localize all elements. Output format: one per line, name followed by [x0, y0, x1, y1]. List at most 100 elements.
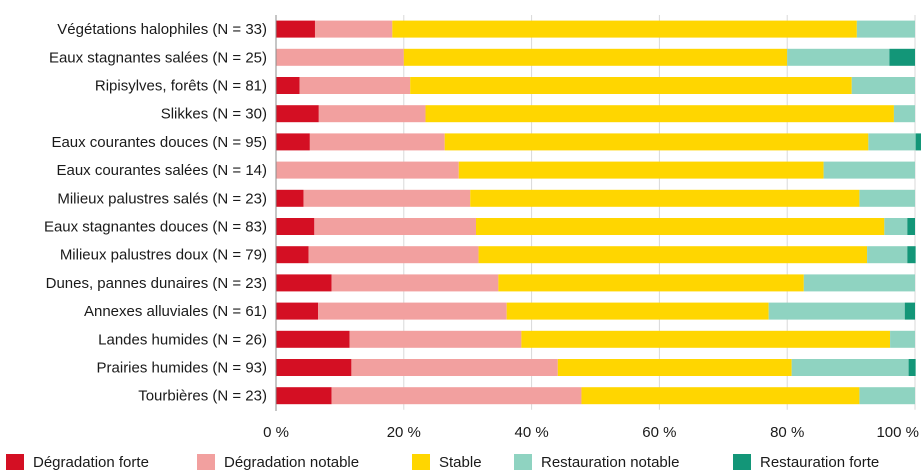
legend-item-degradation-forte: Dégradation forte — [6, 449, 149, 475]
category-label: Landes humides (N = 26) — [98, 331, 267, 348]
bar-segment-degradation-notable — [314, 20, 393, 38]
bar-segment-degradation-forte — [276, 359, 352, 376]
x-tick-label: 60 % — [642, 424, 676, 441]
bar-segment-stable — [444, 133, 869, 151]
bar-segment-degradation-forte — [276, 105, 319, 123]
bar-segment-restauration-notable — [803, 274, 915, 292]
bar-segment-stable — [458, 161, 824, 179]
legend: Dégradation forte Dégradation notable St… — [0, 449, 921, 475]
category-label: Milieux palustres doux (N = 79) — [60, 247, 267, 264]
category-label: Eaux courantes douces (N = 95) — [51, 134, 267, 151]
bar-segment-restauration-forte — [904, 302, 915, 320]
bar-segment-stable — [498, 274, 804, 292]
bar-segment-restauration-notable — [890, 330, 915, 348]
category-label: Dunes, pannes dunaires (N = 23) — [46, 275, 267, 292]
bar-segment-restauration-notable — [791, 359, 909, 376]
legend-label: Stable — [439, 453, 482, 471]
bar-segment-degradation-notable — [308, 246, 479, 264]
bar-segment-restauration-notable — [851, 77, 915, 94]
bar-segment-stable — [403, 48, 788, 66]
bar-segment-stable — [506, 302, 769, 320]
bar-segment-degradation-forte — [276, 274, 332, 292]
bar-segment-restauration-notable — [868, 133, 916, 151]
bar-segment-degradation-forte — [276, 330, 350, 348]
x-tick-label: 40 % — [514, 424, 548, 441]
bar-segment-restauration-forte — [915, 133, 921, 151]
bar-segment-restauration-notable — [867, 246, 908, 264]
category-label: Annexes alluviales (N = 61) — [84, 303, 267, 320]
bar-segment-degradation-forte — [276, 387, 332, 405]
bar-segment-degradation-forte — [276, 133, 310, 151]
x-tick-label: 100 % — [876, 424, 919, 441]
bar-segment-degradation-forte — [276, 189, 304, 207]
legend-label: Restauration forte — [760, 453, 880, 471]
legend-item-restauration-forte: Restauration forte — [733, 449, 879, 475]
x-tick-label: 0 % — [263, 424, 289, 441]
legend-item-restauration-notable: Restauration notable — [514, 449, 679, 475]
bar-segment-stable — [557, 359, 792, 376]
bar-segment-restauration-forte — [908, 359, 916, 376]
legend-swatch — [197, 454, 215, 470]
bar-segment-stable — [410, 77, 852, 94]
bar-segment-stable — [476, 218, 885, 235]
category-label: Prairies humides (N = 93) — [97, 360, 267, 377]
bar-segment-degradation-notable — [276, 48, 404, 66]
bar-segment-degradation-forte — [276, 246, 309, 264]
bar-segment-restauration-notable — [884, 218, 908, 235]
category-label: Tourbières (N = 23) — [138, 388, 267, 405]
legend-swatch — [6, 454, 24, 470]
category-label: Eaux courantes salées (N = 14) — [56, 162, 267, 179]
category-label: Milieux palustres salés (N = 23) — [57, 190, 267, 207]
legend-label: Restauration notable — [541, 453, 680, 471]
bar-segment-stable — [521, 330, 891, 348]
bar-segment-restauration-notable — [859, 387, 915, 405]
bar-segment-degradation-notable — [331, 274, 499, 292]
legend-swatch — [514, 454, 532, 470]
category-label: Eaux stagnantes salées (N = 25) — [49, 49, 267, 66]
gridlines — [403, 15, 916, 410]
bar-segment-stable — [392, 20, 857, 38]
bar-segment-degradation-notable — [331, 387, 582, 405]
bar-segment-restauration-notable — [859, 189, 915, 207]
bar-segment-restauration-forte — [907, 246, 916, 264]
bar-segment-restauration-notable — [893, 105, 915, 123]
x-tick-label: 20 % — [387, 424, 421, 441]
bar-segment-degradation-notable — [318, 105, 426, 123]
bar-segment-stable — [581, 387, 860, 405]
bar-segment-restauration-notable — [787, 48, 890, 66]
x-tick-label: 80 % — [770, 424, 804, 441]
bar-segment-stable — [478, 246, 868, 264]
bar-segment-restauration-forte — [889, 48, 915, 66]
bar-segment-degradation-notable — [309, 133, 445, 151]
bar-segment-stable — [470, 189, 860, 207]
category-label: Végétations halophiles (N = 33) — [57, 21, 267, 38]
bar-segment-degradation-forte — [276, 218, 315, 235]
legend-swatch — [733, 454, 751, 470]
category-label: Slikkes (N = 30) — [161, 106, 267, 123]
category-label: Ripisylves, forêts (N = 81) — [95, 78, 267, 95]
bar-segment-degradation-forte — [276, 77, 300, 94]
x-tick-labels: 0 % 20 % 40 % 60 % 80 % 100 % — [263, 424, 919, 441]
stacked-bar-chart: Végétations halophiles (N = 33) Eaux stag… — [44, 15, 921, 441]
bar-segment-restauration-notable — [823, 161, 915, 179]
bar-segment-degradation-notable — [303, 189, 471, 207]
bar-segment-degradation-notable — [349, 330, 522, 348]
legend-item-degradation-notable: Dégradation notable — [197, 449, 359, 475]
bar-segment-degradation-notable — [318, 302, 507, 320]
bar-segment-degradation-notable — [276, 161, 459, 179]
bar-segment-degradation-notable — [351, 359, 558, 376]
bar-segment-degradation-notable — [314, 218, 477, 235]
bars — [276, 20, 921, 405]
legend-item-stable: Stable — [412, 449, 482, 475]
bar-segment-degradation-forte — [276, 302, 319, 320]
category-label: Eaux stagnantes douces (N = 83) — [44, 219, 267, 236]
category-labels: Végétations halophiles (N = 33) Eaux stag… — [44, 21, 267, 405]
bar-segment-stable — [425, 105, 894, 123]
bar-segment-restauration-notable — [856, 20, 915, 38]
legend-label: Dégradation forte — [33, 453, 149, 471]
bar-segment-degradation-forte — [276, 20, 315, 38]
bar-segment-restauration-forte — [907, 218, 915, 235]
bar-segment-degradation-notable — [299, 77, 411, 94]
legend-swatch — [412, 454, 430, 470]
legend-label: Dégradation notable — [224, 453, 360, 471]
